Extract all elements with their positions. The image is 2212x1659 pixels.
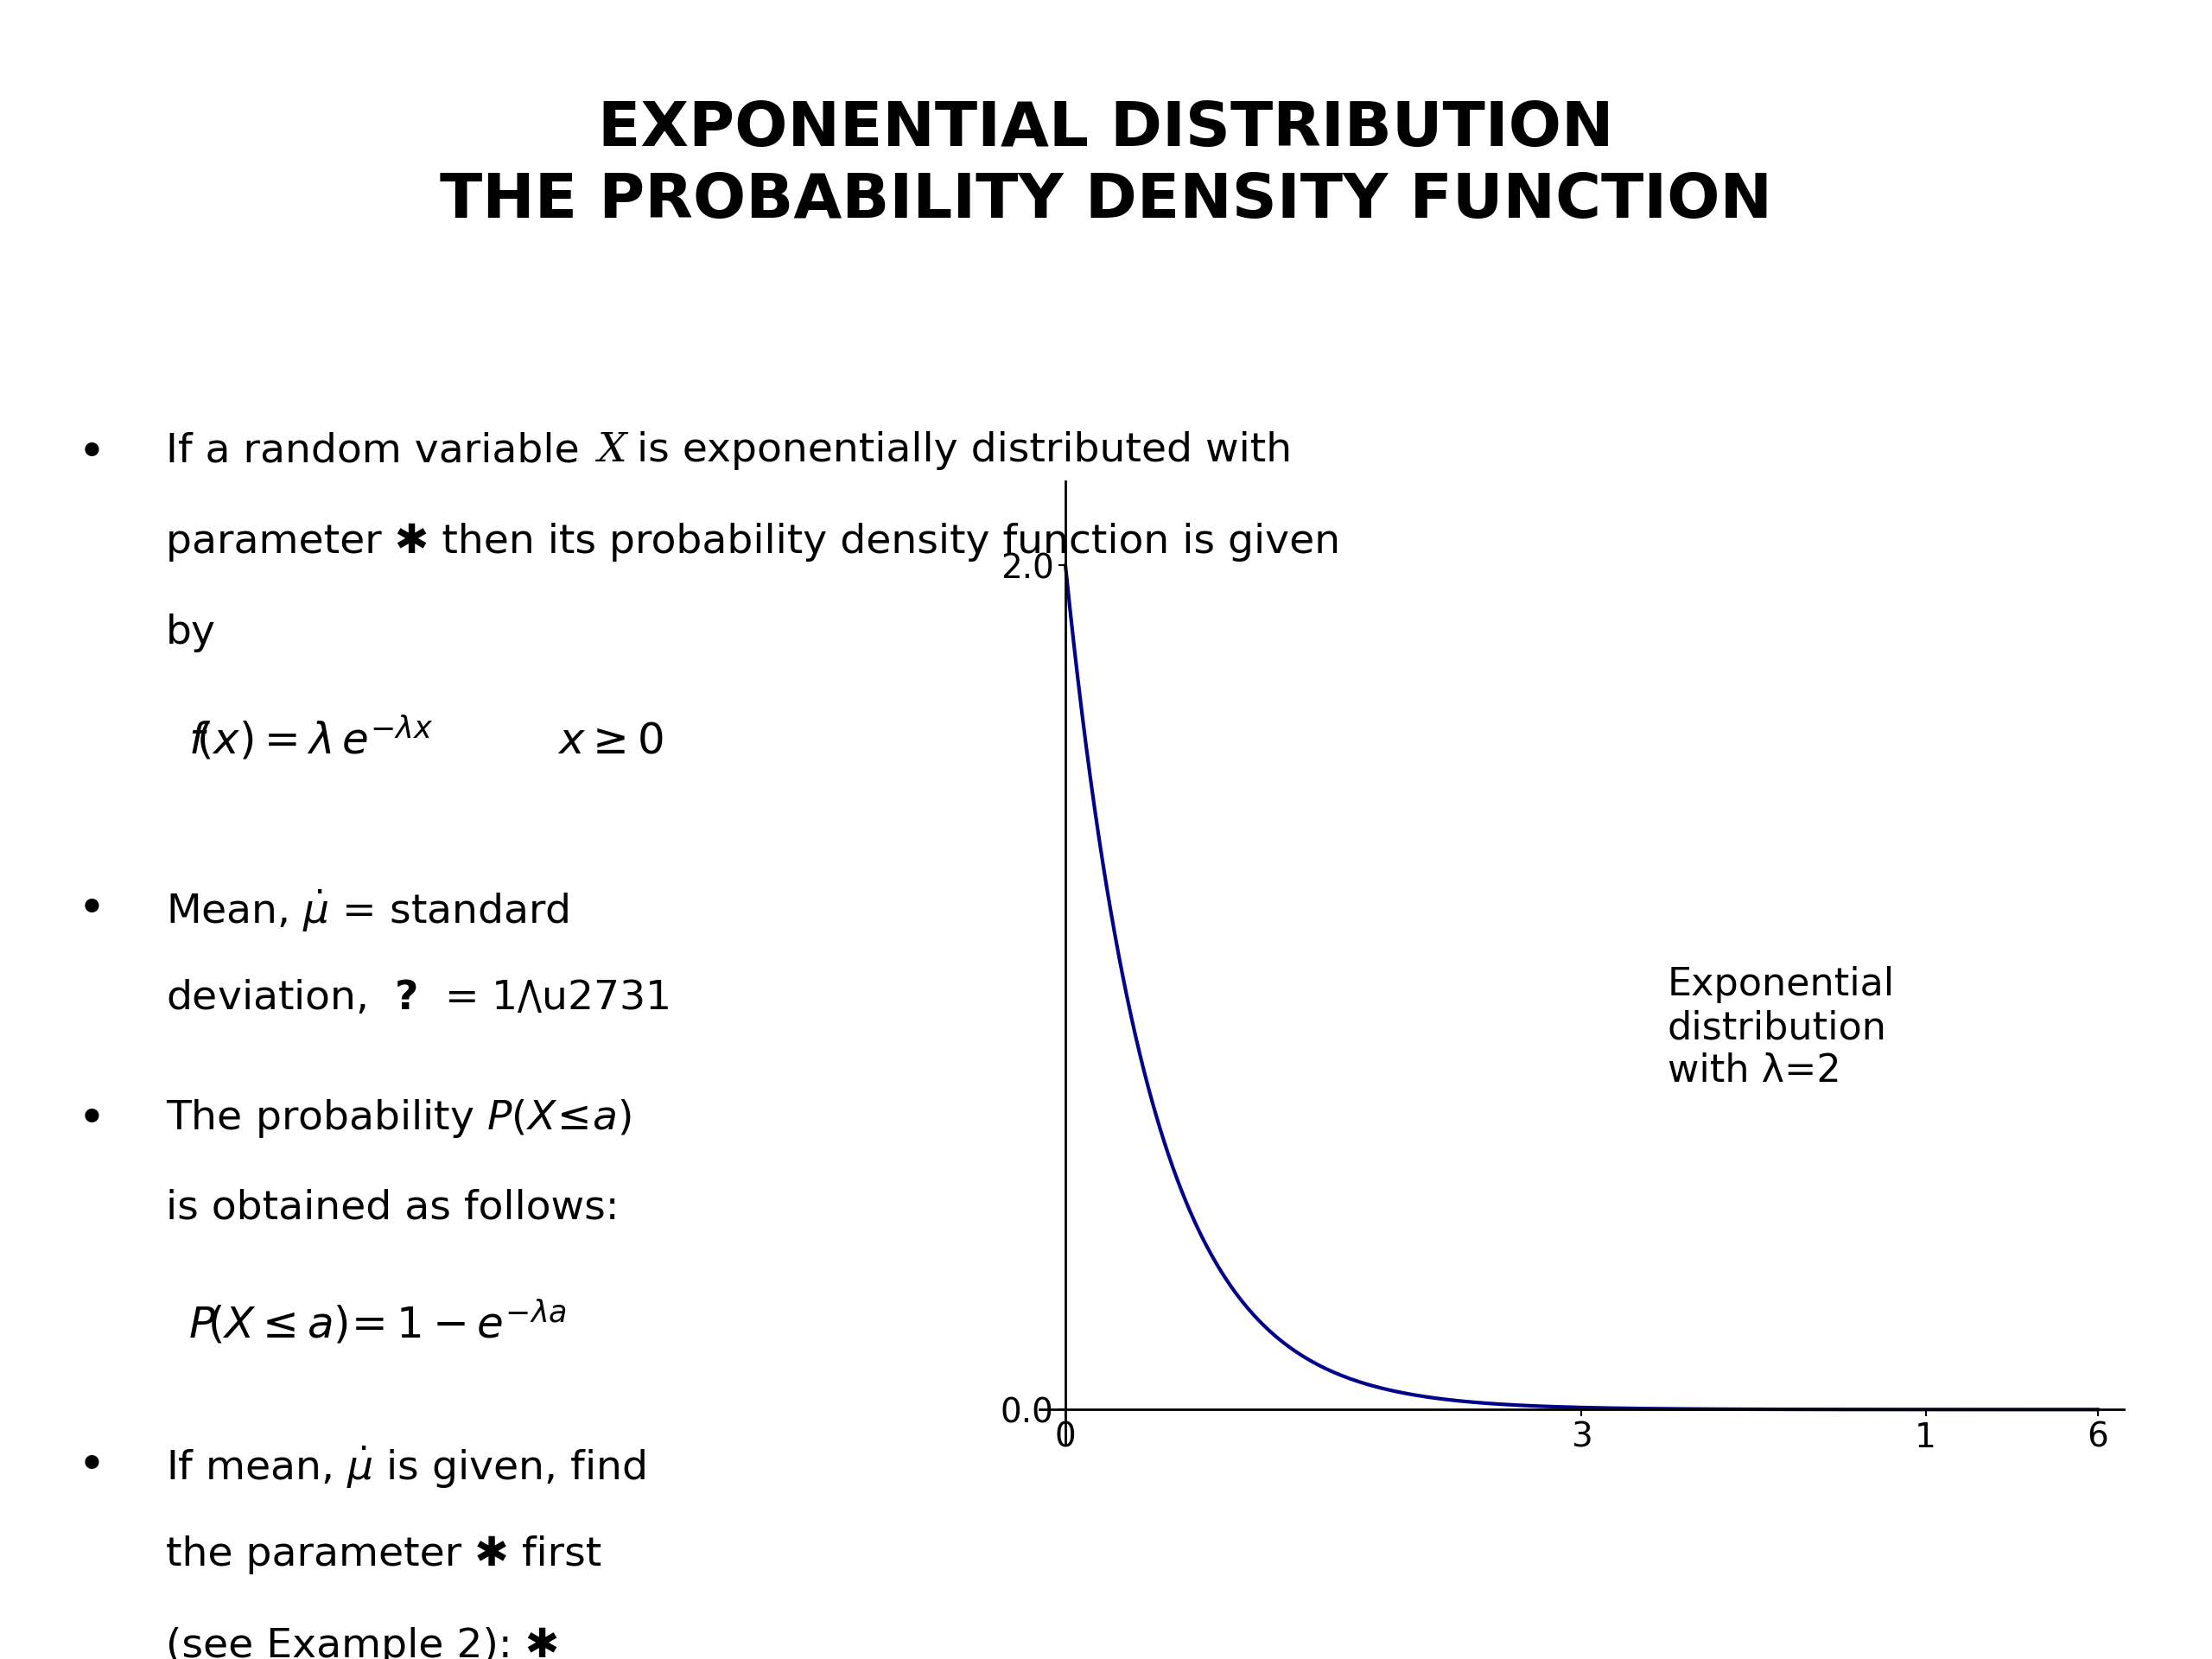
Text: (see Example 2): ✱: (see Example 2): ✱ [166, 1626, 560, 1659]
Text: deviation,  $\boldsymbol{?}$  = 1/\u2731: deviation, $\boldsymbol{?}$ = 1/\u2731 [166, 979, 668, 1017]
Text: •: • [77, 431, 106, 478]
Text: •: • [77, 1443, 106, 1491]
Text: •: • [77, 1098, 106, 1145]
Text: Exponential
distribution
with λ=2: Exponential distribution with λ=2 [1668, 967, 1896, 1090]
Text: $P\!\left(X \leq a\right)\! = 1 - e^{-\lambda a}$: $P\!\left(X \leq a\right)\! = 1 - e^{-\l… [188, 1297, 566, 1347]
Text: parameter ✱ then its probability density function is given: parameter ✱ then its probability density… [166, 523, 1340, 561]
Text: X: X [597, 431, 626, 471]
Text: Mean, $\dot{\mu}$ = standard: Mean, $\dot{\mu}$ = standard [166, 888, 568, 934]
Text: The probability $P(X\!\leq\!a)$: The probability $P(X\!\leq\!a)$ [166, 1098, 630, 1140]
Text: is obtained as follows:: is obtained as follows: [166, 1188, 619, 1228]
Text: $f\!\left(x\right) = \lambda\,e^{-\lambda x}$$\qquad\quad x \geq 0$: $f\!\left(x\right) = \lambda\,e^{-\lambd… [188, 713, 664, 763]
Text: If a random variable: If a random variable [166, 431, 608, 469]
Text: is exponentially distributed with: is exponentially distributed with [624, 431, 1292, 469]
Text: by: by [166, 614, 217, 652]
Text: If mean, $\dot{\mu}$ is given, find: If mean, $\dot{\mu}$ is given, find [166, 1443, 646, 1491]
Text: EXPONENTIAL DISTRIBUTION
THE PROBABILITY DENSITY FUNCTION: EXPONENTIAL DISTRIBUTION THE PROBABILITY… [440, 100, 1772, 231]
Text: •: • [77, 888, 106, 934]
Text: the parameter ✱ first: the parameter ✱ first [166, 1536, 602, 1574]
